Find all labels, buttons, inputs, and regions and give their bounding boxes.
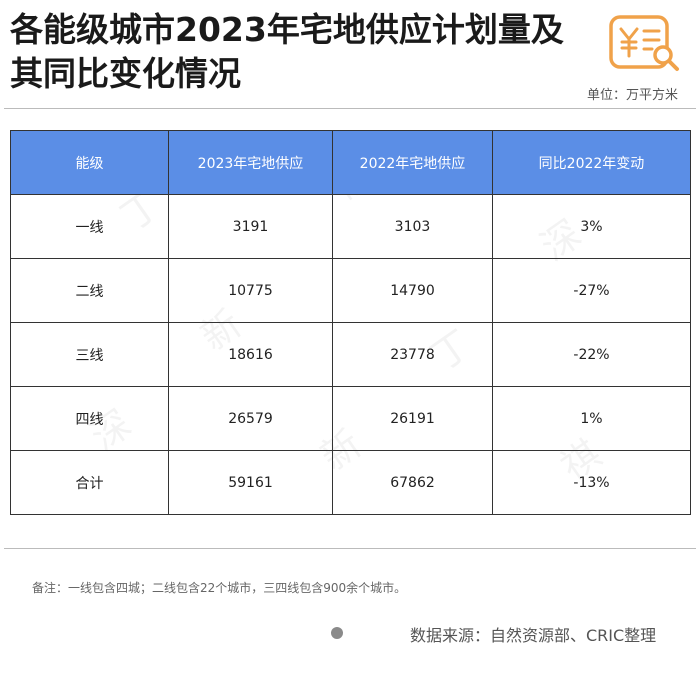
bullet-dot-icon	[331, 627, 343, 639]
cell-2022: 67862	[332, 450, 493, 515]
supply-table: 能级 2023年宅地供应 2022年宅地供应 同比2022年变动 一线 3191…	[10, 130, 691, 515]
cell-2022: 26191	[332, 386, 493, 451]
cell-2023: 18616	[168, 322, 333, 387]
cell-tier: 合计	[10, 450, 169, 515]
footnote: 备注：一线包含四城；二线包含22个城市，三四线包含900余个城市。	[32, 581, 407, 595]
unit-label: 单位：万平方米	[586, 88, 678, 103]
cell-2023: 26579	[168, 386, 333, 451]
table-row: 二线 10775 14790 -27%	[10, 258, 691, 323]
cell-change: -22%	[492, 322, 691, 387]
cell-2022: 23778	[332, 322, 493, 387]
cell-2023: 3191	[168, 194, 333, 259]
table-header-row: 能级 2023年宅地供应 2022年宅地供应 同比2022年变动	[10, 130, 691, 195]
yuan-document-search-icon	[608, 14, 682, 72]
cell-2023: 59161	[168, 450, 333, 515]
cell-change: 1%	[492, 386, 691, 451]
table-row-total: 合计 59161 67862 -13%	[10, 450, 691, 515]
header-2022-supply: 2022年宅地供应	[332, 130, 493, 195]
table-row: 四线 26579 26191 1%	[10, 386, 691, 451]
cell-change: -13%	[492, 450, 691, 515]
cell-change: -27%	[492, 258, 691, 323]
divider-bottom	[4, 548, 696, 549]
data-source: 数据来源：自然资源部、CRIC整理	[410, 626, 657, 645]
header-yoy-change: 同比2022年变动	[492, 130, 691, 195]
cell-2023: 10775	[168, 258, 333, 323]
cell-2022: 14790	[332, 258, 493, 323]
cell-tier: 三线	[10, 322, 169, 387]
header-tier: 能级	[10, 130, 169, 195]
table-row: 一线 3191 3103 3%	[10, 194, 691, 259]
cell-change: 3%	[492, 194, 691, 259]
cell-2022: 3103	[332, 194, 493, 259]
header-2023-supply: 2023年宅地供应	[168, 130, 333, 195]
cell-tier: 四线	[10, 386, 169, 451]
page-title: 各能级城市2023年宅地供应计划量及其同比变化情况	[10, 10, 564, 93]
cell-tier: 二线	[10, 258, 169, 323]
divider-top	[4, 108, 696, 109]
cell-tier: 一线	[10, 194, 169, 259]
table-row: 三线 18616 23778 -22%	[10, 322, 691, 387]
